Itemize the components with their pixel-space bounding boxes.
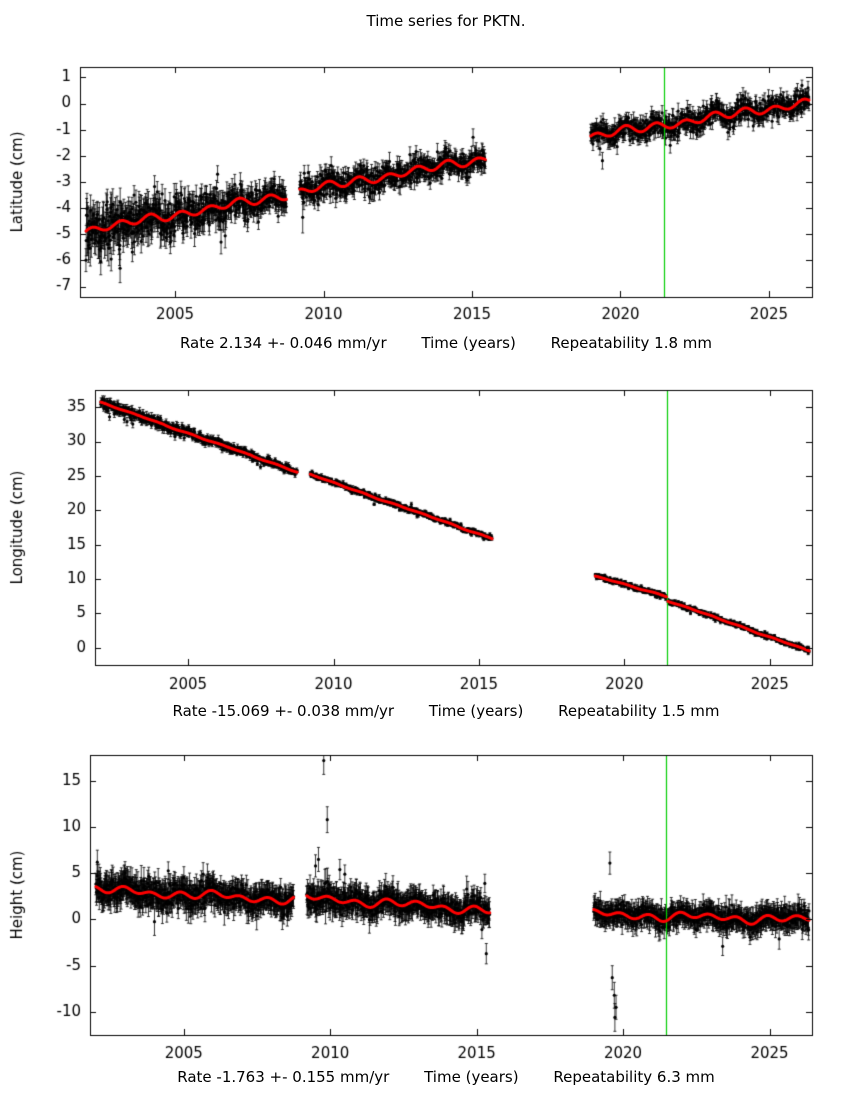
longitude-caption: Rate -15.069 +- 0.038 mm/yr Time (years)…	[80, 702, 812, 720]
page-title: Time series for PKTN.	[366, 12, 526, 30]
time-axis-label: Time (years)	[424, 1068, 519, 1086]
latitude-rate-label: Rate 2.134 +- 0.046 mm/yr	[179, 334, 387, 352]
latitude-chart-canvas	[0, 45, 850, 335]
height-rate-label: Rate -1.763 +- 0.155 mm/yr	[177, 1068, 390, 1086]
longitude-repeatability-label: Repeatability 1.5 mm	[558, 702, 720, 720]
latitude-caption: Rate 2.134 +- 0.046 mm/yr Time (years) R…	[80, 334, 812, 352]
longitude-chart-canvas	[0, 368, 850, 703]
height-caption: Rate -1.763 +- 0.155 mm/yr Time (years) …	[80, 1068, 812, 1086]
height-chart-canvas	[0, 733, 850, 1068]
longitude-rate-label: Rate -15.069 +- 0.038 mm/yr	[172, 702, 395, 720]
latitude-repeatability-label: Repeatability 1.8 mm	[550, 334, 713, 352]
time-axis-label: Time (years)	[421, 334, 516, 352]
height-repeatability-label: Repeatability 6.3 mm	[553, 1068, 715, 1086]
time-axis-label: Time (years)	[428, 702, 524, 720]
